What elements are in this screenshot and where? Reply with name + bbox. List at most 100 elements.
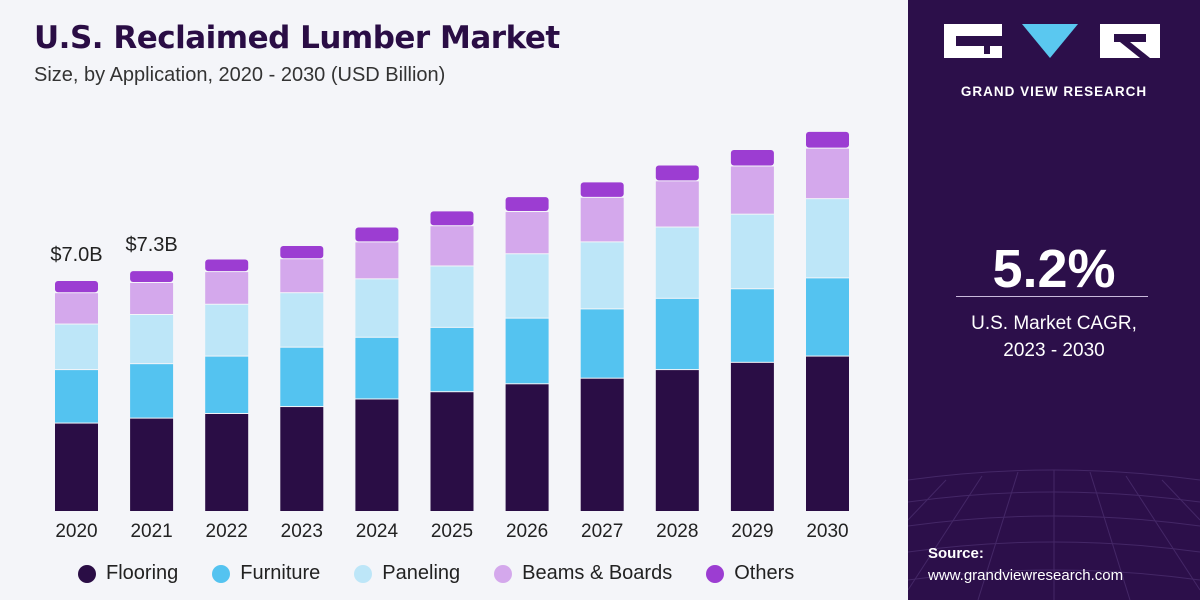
stacked-bar-chart: 2020 $7.0B 2021 $7.3B 2022 2023 2024 2025 2026 20… bbox=[50, 131, 849, 542]
legend-swatch bbox=[354, 564, 373, 583]
bar-segment-2023-paneling bbox=[280, 293, 324, 347]
x-tick-label: 2029 bbox=[731, 521, 773, 542]
x-tick-label: 2026 bbox=[506, 521, 548, 542]
chart-legend: Flooring Furniture Paneling Beams & Boards O… bbox=[78, 562, 828, 585]
legend-label: Furniture bbox=[240, 562, 321, 584]
bar-segment-2027-beams-boards bbox=[580, 197, 624, 242]
bar-segment-2026-beams-boards bbox=[505, 212, 549, 254]
chart-panel: U.S. Reclaimed Lumber Market Size, by Ap… bbox=[34, 20, 849, 585]
legend-swatch bbox=[494, 564, 513, 583]
bar-segment-2030-beams-boards bbox=[806, 148, 849, 199]
bar-segment-2025-furniture bbox=[430, 327, 474, 392]
legend-label: Others bbox=[734, 562, 795, 584]
bar-segment-2020-others bbox=[55, 281, 98, 293]
bar-segment-2029-flooring bbox=[730, 362, 774, 511]
bar-segment-2030-paneling bbox=[806, 199, 849, 278]
bar-segment-2021-beams-boards bbox=[130, 282, 174, 314]
bar-segment-2024-others bbox=[355, 227, 399, 242]
bar-segment-2029-furniture bbox=[730, 289, 774, 362]
bar-segment-2021-others bbox=[130, 271, 174, 282]
bar-segment-2022-others bbox=[205, 259, 249, 272]
bar-segment-2021-furniture bbox=[130, 364, 174, 418]
bar-segment-2028-beams-boards bbox=[655, 181, 699, 227]
bar-segment-2026-paneling bbox=[505, 254, 549, 318]
legend-label: Paneling bbox=[382, 562, 461, 584]
bar-segment-2023-beams-boards bbox=[280, 259, 324, 293]
bar-segment-2026-furniture bbox=[505, 318, 549, 384]
x-tick-label: 2027 bbox=[581, 521, 623, 542]
cagr-label: U.S. Market CAGR, 2023 - 2030 bbox=[908, 310, 1200, 364]
bar-segment-2027-furniture bbox=[580, 309, 624, 378]
bar-segment-2022-flooring bbox=[205, 413, 249, 511]
bar-segment-2024-flooring bbox=[355, 399, 399, 511]
legend-swatch bbox=[78, 564, 96, 583]
chart-title: U.S. Reclaimed Lumber Market bbox=[34, 20, 560, 56]
bar-segment-2028-others bbox=[655, 165, 699, 181]
bar-segment-2024-furniture bbox=[355, 337, 399, 399]
bar-segment-2027-paneling bbox=[580, 242, 624, 309]
bar-segment-2025-beams-boards bbox=[430, 226, 474, 266]
bar-segment-2023-others bbox=[280, 246, 324, 259]
cagr-label-line1: U.S. Market CAGR, bbox=[971, 313, 1137, 334]
x-tick-label: 2023 bbox=[281, 521, 323, 542]
bar-segment-2020-furniture bbox=[55, 370, 98, 423]
gvr-logo bbox=[944, 24, 1160, 58]
chart-subtitle: Size, by Application, 2020 - 2030 (USD B… bbox=[34, 64, 446, 86]
sidebar-panel: GRAND VIEW RESEARCH 5.2% U.S. Market CAG… bbox=[908, 0, 1200, 600]
legend-label: Flooring bbox=[106, 562, 179, 584]
bar-segment-2030-furniture bbox=[806, 278, 849, 356]
bar-segment-2025-paneling bbox=[430, 266, 474, 327]
legend-item: Furniture bbox=[212, 562, 320, 585]
bar-segment-2030-flooring bbox=[806, 356, 849, 511]
bar-segment-2022-beams-boards bbox=[205, 272, 249, 304]
bar-segment-2022-paneling bbox=[205, 304, 249, 356]
bar-segment-2021-flooring bbox=[130, 418, 174, 511]
legend-label: Beams & Boards bbox=[522, 562, 673, 584]
x-tick-label: 2028 bbox=[656, 521, 698, 542]
x-tick-label: 2021 bbox=[130, 521, 172, 542]
source-label: Source: bbox=[928, 545, 984, 562]
bar-segment-2022-furniture bbox=[205, 356, 249, 413]
bar-total-label: $7.0B bbox=[50, 244, 102, 266]
bar-segment-2024-beams-boards bbox=[355, 242, 399, 279]
bar-segment-2025-others bbox=[430, 211, 474, 226]
bar-segment-2029-beams-boards bbox=[730, 166, 774, 214]
bar-segment-2026-others bbox=[505, 197, 549, 212]
legend-item: Flooring bbox=[78, 562, 178, 585]
bar-segment-2026-flooring bbox=[505, 384, 549, 511]
bar-total-label: $7.3B bbox=[125, 234, 177, 256]
bar-segment-2028-paneling bbox=[655, 227, 699, 298]
bar-segment-2029-others bbox=[730, 149, 774, 166]
legend-swatch bbox=[706, 564, 725, 583]
bar-segment-2021-paneling bbox=[130, 314, 174, 364]
legend-item: Paneling bbox=[354, 562, 460, 585]
bar-segment-2025-flooring bbox=[430, 392, 474, 511]
legend-item: Others bbox=[706, 562, 794, 585]
x-tick-label: 2020 bbox=[55, 521, 97, 542]
source-url[interactable]: www.grandviewresearch.com bbox=[928, 567, 1124, 584]
bar-segment-2020-beams-boards bbox=[55, 293, 98, 324]
bar-segment-2023-furniture bbox=[280, 347, 324, 407]
x-tick-label: 2024 bbox=[356, 521, 399, 542]
cagr-divider bbox=[956, 296, 1148, 297]
bar-segment-2027-others bbox=[580, 182, 624, 197]
legend-item: Beams & Boards bbox=[494, 562, 672, 585]
grid-floor-decoration bbox=[908, 469, 1200, 600]
bar-segment-2020-paneling bbox=[55, 324, 98, 370]
cagr-label-line2: 2023 - 2030 bbox=[1003, 340, 1105, 361]
bar-segment-2030-others bbox=[806, 131, 849, 148]
bar-segment-2028-flooring bbox=[655, 370, 699, 511]
bar-segment-2028-furniture bbox=[655, 298, 699, 370]
x-tick-label: 2030 bbox=[806, 521, 848, 542]
bar-segment-2029-paneling bbox=[730, 214, 774, 289]
brand-name: GRAND VIEW RESEARCH bbox=[960, 84, 1148, 99]
cagr-value: 5.2% bbox=[992, 239, 1116, 299]
bar-segment-2023-flooring bbox=[280, 407, 324, 511]
bar-segment-2027-flooring bbox=[580, 378, 624, 511]
x-tick-label: 2025 bbox=[431, 521, 473, 542]
x-tick-label: 2022 bbox=[206, 521, 248, 542]
bar-segment-2024-paneling bbox=[355, 279, 399, 337]
legend-swatch bbox=[212, 564, 231, 583]
bar-segment-2020-flooring bbox=[55, 423, 98, 511]
